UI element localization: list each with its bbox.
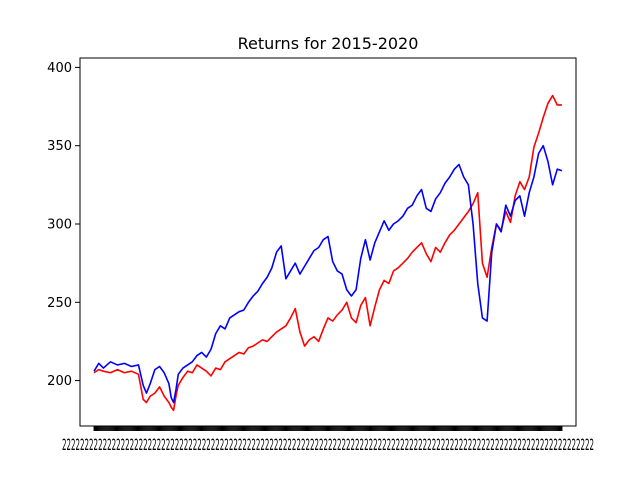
x-tick-labels-overlapping: 2222222222222222222222222222222222222222… <box>62 435 594 454</box>
y-tick-label: 400 <box>47 61 72 76</box>
series-layer <box>93 94 563 412</box>
y-tick-label: 200 <box>47 374 72 389</box>
series-line-1 <box>93 94 562 412</box>
x-axis-ticks <box>93 426 563 431</box>
chart-title: Returns for 2015-2020 <box>238 34 419 53</box>
y-tick-label: 350 <box>47 139 72 154</box>
series-line-2 <box>93 144 563 404</box>
y-tick-label: 300 <box>47 217 72 232</box>
y-tick-label: 250 <box>47 296 72 311</box>
y-axis: 200 250 300 350 400 <box>47 61 80 389</box>
axes-frame <box>79 57 577 427</box>
